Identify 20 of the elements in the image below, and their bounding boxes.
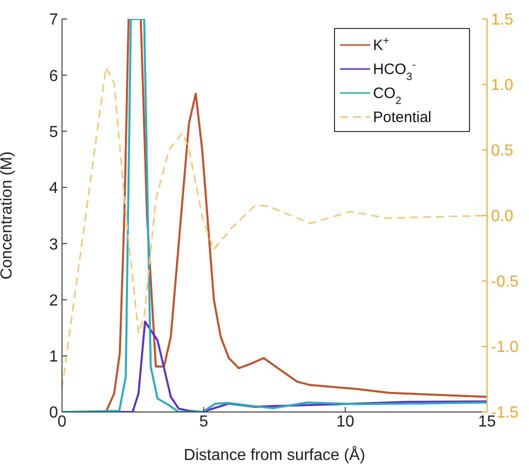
y-tick-label: 3	[49, 236, 58, 254]
y2-tick-label: 1.0	[491, 77, 514, 94]
x-axis-title: Distance from surface (Å)	[184, 446, 366, 464]
y-tick-label: 5	[49, 124, 58, 141]
y2-tick-label: -1.0	[491, 339, 519, 356]
legend-label: Potential	[373, 109, 432, 126]
x-tick-label: 10	[336, 413, 354, 430]
y2-tick-label: 0.0	[491, 208, 514, 226]
y2-tick-label: 0.5	[491, 142, 514, 160]
y-tick-label: 4	[49, 180, 58, 198]
y-tick-label: 7	[49, 12, 58, 29]
y-axis-title: Concentration (M)	[0, 151, 16, 280]
y2-tick-label: 1.5	[491, 12, 514, 29]
y-tick-label: 6	[49, 68, 58, 85]
legend-label: CO$_{2}$	[373, 85, 402, 107]
x-tick-label: 5	[199, 413, 208, 430]
y-tick-label: 2	[49, 292, 58, 310]
legend-label: K$^{+}$	[373, 35, 390, 54]
y2-tick-label: -0.5	[491, 274, 519, 291]
y-tick-label: 1	[49, 348, 58, 366]
